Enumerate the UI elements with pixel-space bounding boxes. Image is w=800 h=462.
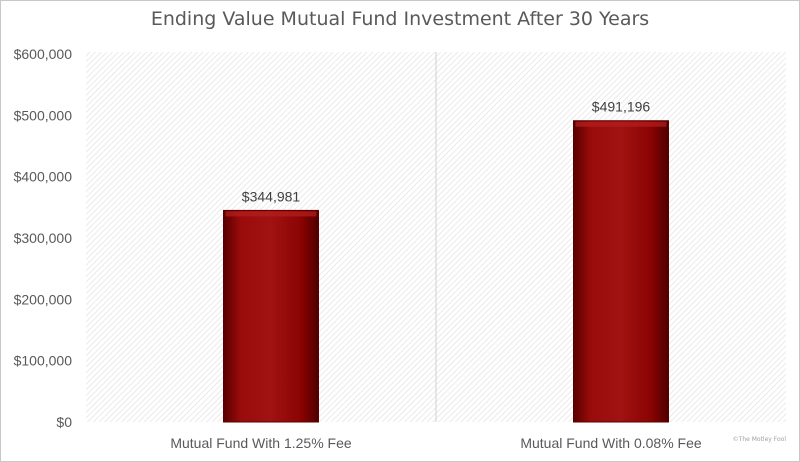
y-axis-ticks: $0 $100,000 $200,000 $300,000 $400,000 $500,0… — [14, 46, 73, 430]
category-label: Mutual Fund With 0.08% Fee — [520, 435, 702, 451]
data-label: $344,981 — [242, 188, 301, 204]
x-axis-labels: Mutual Fund With 1.25% Fee Mutual Fund Wi… — [170, 435, 702, 451]
y-tick-label: $0 — [56, 414, 72, 430]
y-tick-label: $600,000 — [14, 46, 73, 62]
data-label: $491,196 — [592, 99, 651, 115]
y-tick-label: $400,000 — [14, 169, 73, 185]
bar — [573, 120, 669, 423]
category-label: Mutual Fund With 1.25% Fee — [170, 435, 352, 451]
y-tick-label: $300,000 — [14, 230, 73, 246]
watermark-text: ©The Motley Fool — [732, 436, 786, 443]
chart-title: Ending Value Mutual Fund Investment Afte… — [150, 8, 650, 30]
y-tick-label: $100,000 — [14, 353, 73, 369]
bar-highlight — [225, 211, 317, 217]
data-labels: $344,981 $491,196 — [242, 99, 651, 205]
bars — [223, 120, 669, 423]
bar-highlight — [575, 121, 667, 127]
y-tick-label: $200,000 — [14, 291, 73, 307]
y-tick-label: $500,000 — [14, 107, 73, 123]
bar — [223, 209, 319, 423]
